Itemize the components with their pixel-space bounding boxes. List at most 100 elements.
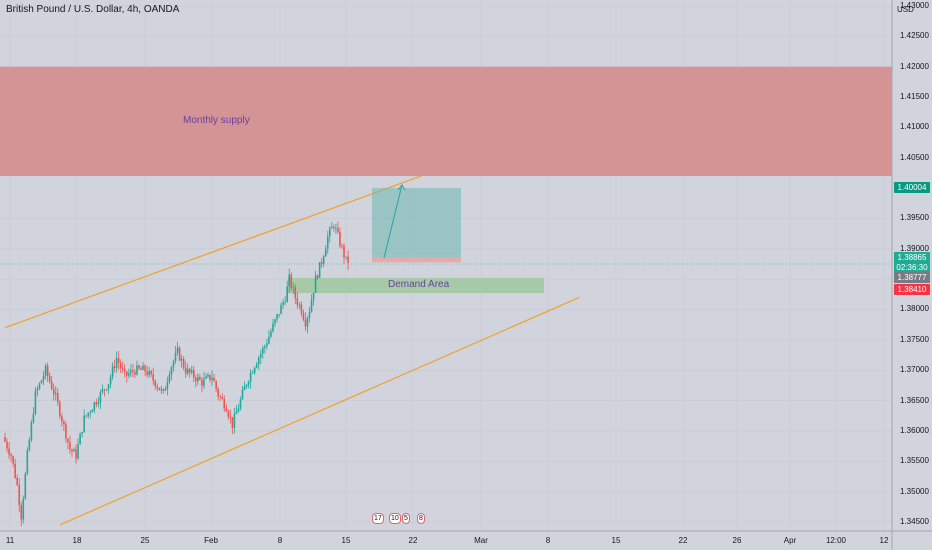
candle-body bbox=[219, 396, 221, 398]
candle-body bbox=[195, 377, 197, 382]
candle-body bbox=[302, 313, 305, 320]
channel-lines[interactable] bbox=[4, 175, 580, 526]
long-position-tool[interactable] bbox=[372, 184, 461, 263]
zones bbox=[0, 66, 892, 294]
candle-body bbox=[77, 444, 79, 459]
time-tick-label: 11 bbox=[5, 536, 15, 545]
candle-body bbox=[247, 382, 250, 385]
candle-body bbox=[65, 424, 67, 439]
candle-body bbox=[308, 312, 311, 319]
price-tick-label: 1.36000 bbox=[900, 425, 929, 435]
candle-body bbox=[231, 417, 234, 429]
candle-body bbox=[237, 408, 240, 412]
candle-body bbox=[278, 314, 280, 315]
candle-body bbox=[54, 392, 57, 395]
time-tick-label: 15 bbox=[611, 536, 621, 545]
candle-body bbox=[79, 433, 81, 445]
time-tick-label: 18 bbox=[72, 536, 82, 545]
candle-body bbox=[158, 387, 161, 391]
candle-body bbox=[89, 412, 92, 414]
candle-body bbox=[211, 377, 213, 380]
candle-body bbox=[113, 366, 116, 368]
price-tick-label: 1.36500 bbox=[900, 395, 929, 405]
event-badge[interactable]: 8 bbox=[417, 513, 425, 524]
candle-body bbox=[107, 384, 110, 390]
candle-body bbox=[343, 245, 345, 258]
candle-body bbox=[148, 371, 150, 376]
candle-body bbox=[87, 412, 90, 416]
time-tick-label: 8 bbox=[545, 536, 551, 545]
supply-zone-label: Monthly supply bbox=[183, 114, 250, 126]
candle-body bbox=[331, 226, 333, 229]
price-tick-label: 1.35500 bbox=[900, 456, 929, 466]
candle-body bbox=[201, 379, 203, 386]
candle-body bbox=[180, 358, 183, 361]
candle-body bbox=[59, 402, 61, 417]
candle-body bbox=[207, 374, 209, 377]
candle-body bbox=[326, 236, 329, 249]
candle-body bbox=[324, 248, 327, 257]
candle-body bbox=[20, 505, 23, 520]
candle-body bbox=[83, 415, 85, 432]
candle-body bbox=[257, 357, 260, 365]
event-badge[interactable]: 17 bbox=[372, 513, 384, 524]
candle-body bbox=[217, 388, 219, 397]
candle-body bbox=[40, 380, 43, 384]
time-tick-label: 15 bbox=[341, 536, 351, 545]
candle-body bbox=[227, 411, 230, 417]
candle-body bbox=[52, 389, 55, 395]
channel-upper-line bbox=[4, 175, 422, 329]
price-tick-label: 1.35000 bbox=[900, 486, 929, 496]
stop-zone bbox=[372, 257, 461, 263]
candle-body bbox=[50, 381, 53, 390]
candle-body bbox=[251, 372, 254, 374]
candle-body bbox=[199, 376, 201, 380]
candle-body bbox=[91, 410, 94, 413]
time-tick-label: 25 bbox=[140, 536, 150, 545]
candle-body bbox=[38, 383, 41, 389]
price-tag: 02:36:30 bbox=[894, 262, 930, 274]
candle-body bbox=[215, 381, 217, 389]
candle-body bbox=[292, 287, 295, 289]
candle-body bbox=[241, 390, 244, 400]
candle-body bbox=[126, 371, 128, 376]
candle-body bbox=[150, 371, 152, 375]
candle-body bbox=[16, 477, 18, 485]
candle-body bbox=[310, 300, 313, 313]
candle-body bbox=[136, 365, 138, 375]
event-badge[interactable]: 5 bbox=[402, 513, 410, 524]
candle-body bbox=[205, 376, 207, 379]
candle-body bbox=[101, 389, 104, 393]
candle-body bbox=[95, 402, 98, 405]
candle-body bbox=[132, 370, 134, 372]
candle-body bbox=[284, 302, 286, 303]
price-tick-label: 1.39000 bbox=[900, 243, 929, 253]
event-badge[interactable]: 10 bbox=[389, 513, 401, 524]
candle-body bbox=[190, 370, 193, 373]
candle-body bbox=[314, 275, 317, 293]
candle-body bbox=[243, 386, 246, 391]
candle-body bbox=[32, 413, 35, 423]
candle-body bbox=[280, 304, 282, 315]
candle-body bbox=[93, 402, 96, 411]
candle-body bbox=[262, 347, 264, 354]
candle-body bbox=[26, 450, 29, 474]
price-axis-currency[interactable]: USD bbox=[897, 5, 914, 14]
candle-body bbox=[22, 498, 25, 520]
candle-body bbox=[140, 368, 142, 370]
candle-body bbox=[298, 304, 301, 306]
time-tick-label: 12:00 bbox=[825, 536, 847, 545]
candle-body bbox=[300, 304, 303, 314]
symbol-title: British Pound / U.S. Dollar, 4h, OANDA bbox=[6, 4, 180, 15]
candle-body bbox=[85, 415, 87, 417]
candle-body bbox=[123, 368, 126, 372]
candle-body bbox=[168, 374, 171, 382]
candle-body bbox=[121, 367, 124, 369]
price-tag: 1.40004 bbox=[894, 182, 930, 194]
candle-body bbox=[36, 388, 39, 391]
candle-body bbox=[48, 375, 51, 382]
profit-zone bbox=[372, 187, 461, 258]
candle-body bbox=[186, 368, 189, 374]
